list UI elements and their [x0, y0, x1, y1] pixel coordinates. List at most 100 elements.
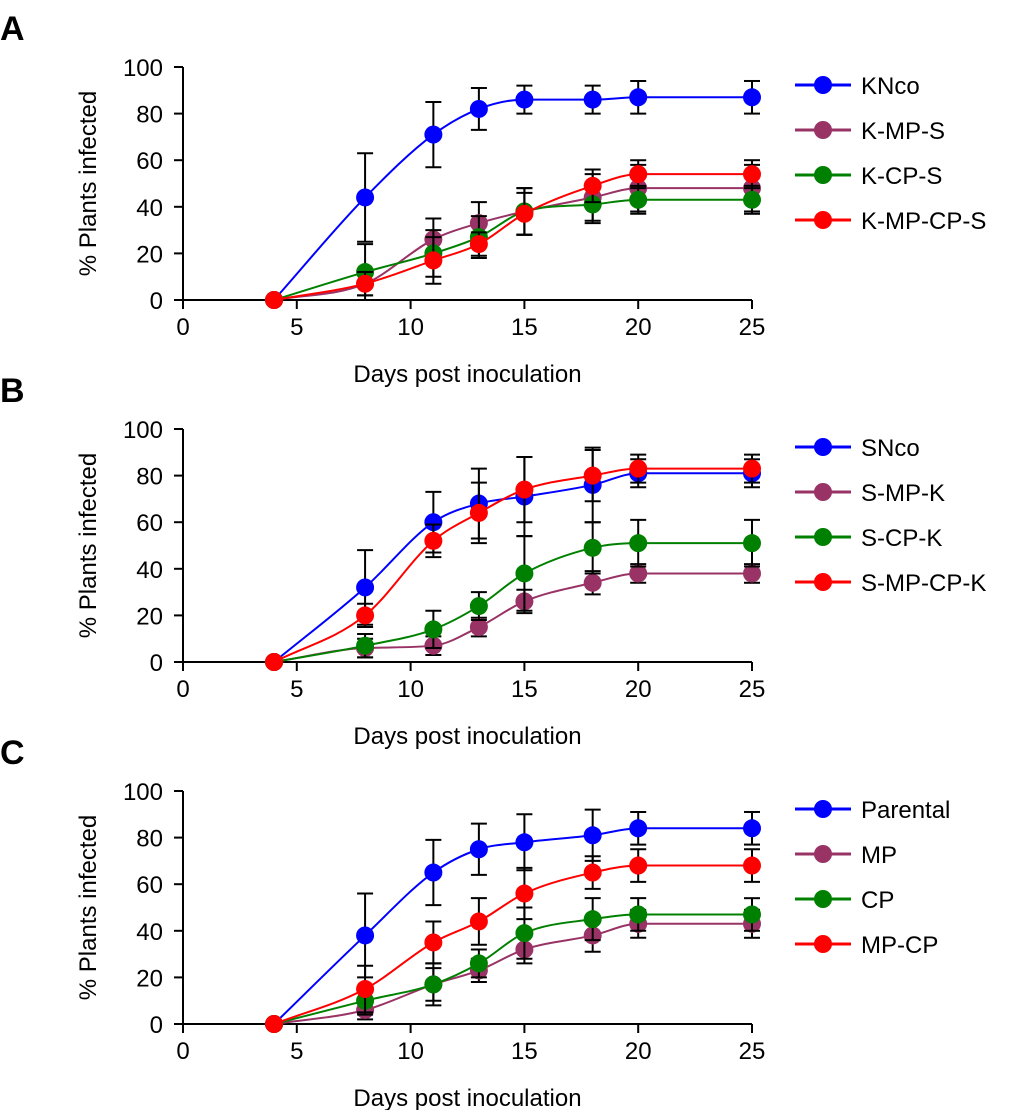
legend-item: SNco — [795, 435, 920, 462]
x-tick-label: 5 — [290, 314, 303, 341]
series-s-cp-k — [265, 518, 761, 671]
legend-item: K-CP-S — [795, 163, 942, 190]
legend-marker — [814, 890, 832, 908]
data-point — [629, 564, 648, 583]
data-point — [469, 954, 488, 973]
data-point — [583, 195, 602, 214]
legend-marker — [814, 800, 832, 818]
data-point — [469, 99, 488, 118]
y-tick-label: 60 — [136, 872, 163, 899]
data-point — [356, 980, 375, 999]
data-point — [629, 856, 648, 875]
data-point — [469, 618, 488, 637]
legend-label: S-MP-K — [861, 480, 945, 507]
x-tick-label: 20 — [625, 1038, 652, 1065]
x-tick-label: 5 — [290, 1038, 303, 1065]
data-point — [356, 578, 375, 597]
series-line — [273, 173, 752, 301]
legend-item: MP — [795, 842, 897, 869]
series-line — [273, 913, 752, 1025]
data-point — [469, 235, 488, 254]
y-tick-label: 100 — [123, 55, 163, 82]
data-point — [629, 819, 648, 838]
data-point — [469, 503, 488, 522]
data-point — [265, 291, 284, 309]
legend-label: S-MP-CP-K — [861, 570, 986, 597]
data-point — [743, 856, 761, 875]
data-point — [743, 165, 761, 184]
legend-item: S-MP-K — [795, 480, 945, 507]
data-point — [469, 840, 488, 859]
x-tick-label: 25 — [739, 314, 766, 341]
series-mp-cp — [265, 848, 761, 1033]
data-point — [743, 534, 761, 553]
y-tick-label: 60 — [136, 148, 163, 175]
legend-marker — [814, 845, 832, 863]
data-point — [356, 636, 375, 655]
data-point — [583, 826, 602, 845]
legend-label: K-CP-S — [861, 163, 942, 190]
legend-label: MP-CP — [861, 932, 938, 959]
data-point — [356, 926, 375, 945]
x-tick-label: 15 — [511, 1038, 538, 1065]
legend-label: SNco — [861, 435, 920, 462]
x-tick-label: 5 — [290, 676, 303, 703]
series-k-mp-cp-s — [265, 159, 761, 309]
data-point — [743, 564, 761, 583]
legend-label: CP — [861, 887, 894, 914]
y-tick-label: 60 — [136, 510, 163, 537]
legend-label: KNco — [861, 73, 920, 100]
legend-marker — [814, 121, 832, 139]
y-tick-label: 0 — [150, 650, 163, 677]
data-point — [356, 606, 375, 625]
panel-letter: B — [0, 372, 25, 410]
data-point — [743, 905, 761, 924]
data-point — [743, 459, 761, 478]
data-point — [265, 653, 284, 671]
series-k-mp-s — [265, 163, 761, 309]
data-point — [515, 924, 534, 943]
chart-panel-c: C 0 20 40 60 80 100 0 5 10 15 20 25 Days post inocula… — [0, 734, 950, 1110]
y-tick-label: 80 — [136, 826, 163, 853]
legend-marker — [814, 211, 832, 229]
legend-marker — [814, 935, 832, 953]
panel-letter: C — [0, 734, 25, 772]
x-tick-label: 25 — [739, 1038, 766, 1065]
data-point — [469, 597, 488, 616]
data-point — [515, 884, 534, 903]
chart-panel-b: B 0 20 40 60 80 100 0 5 10 15 20 25 Days post inocula… — [0, 372, 986, 750]
y-tick-label: 100 — [123, 417, 163, 444]
y-tick-label: 80 — [136, 464, 163, 491]
data-point — [515, 480, 534, 499]
x-tick-label: 15 — [511, 676, 538, 703]
x-axis-label: Days post inoculation — [353, 361, 581, 388]
series-cp — [265, 897, 761, 1033]
x-tick-label: 10 — [397, 676, 424, 703]
data-point — [629, 459, 648, 478]
series-snco — [265, 446, 761, 671]
data-point — [515, 90, 534, 109]
x-tick-label: 20 — [625, 314, 652, 341]
legend-item: S-CP-K — [795, 525, 942, 552]
data-point — [743, 190, 761, 209]
series-line — [273, 472, 752, 663]
y-tick-label: 40 — [136, 195, 163, 222]
x-tick-label: 0 — [176, 676, 189, 703]
series-line — [273, 187, 752, 301]
panel-letter: A — [0, 10, 25, 48]
x-tick-label: 25 — [739, 676, 766, 703]
data-point — [743, 88, 761, 107]
series-line — [273, 542, 752, 663]
x-tick-label: 10 — [397, 314, 424, 341]
y-tick-label: 20 — [136, 603, 163, 630]
data-point — [583, 573, 602, 592]
legend-item: K-MP-CP-S — [795, 208, 986, 235]
data-point — [583, 538, 602, 557]
legend-marker — [814, 166, 832, 184]
x-axis-label: Days post inoculation — [353, 723, 581, 750]
legend-item: Parental — [795, 797, 950, 824]
x-tick-label: 20 — [625, 676, 652, 703]
x-axis-label: Days post inoculation — [353, 1085, 581, 1110]
series-mp — [265, 908, 761, 1033]
legend-item: KNco — [795, 73, 920, 100]
